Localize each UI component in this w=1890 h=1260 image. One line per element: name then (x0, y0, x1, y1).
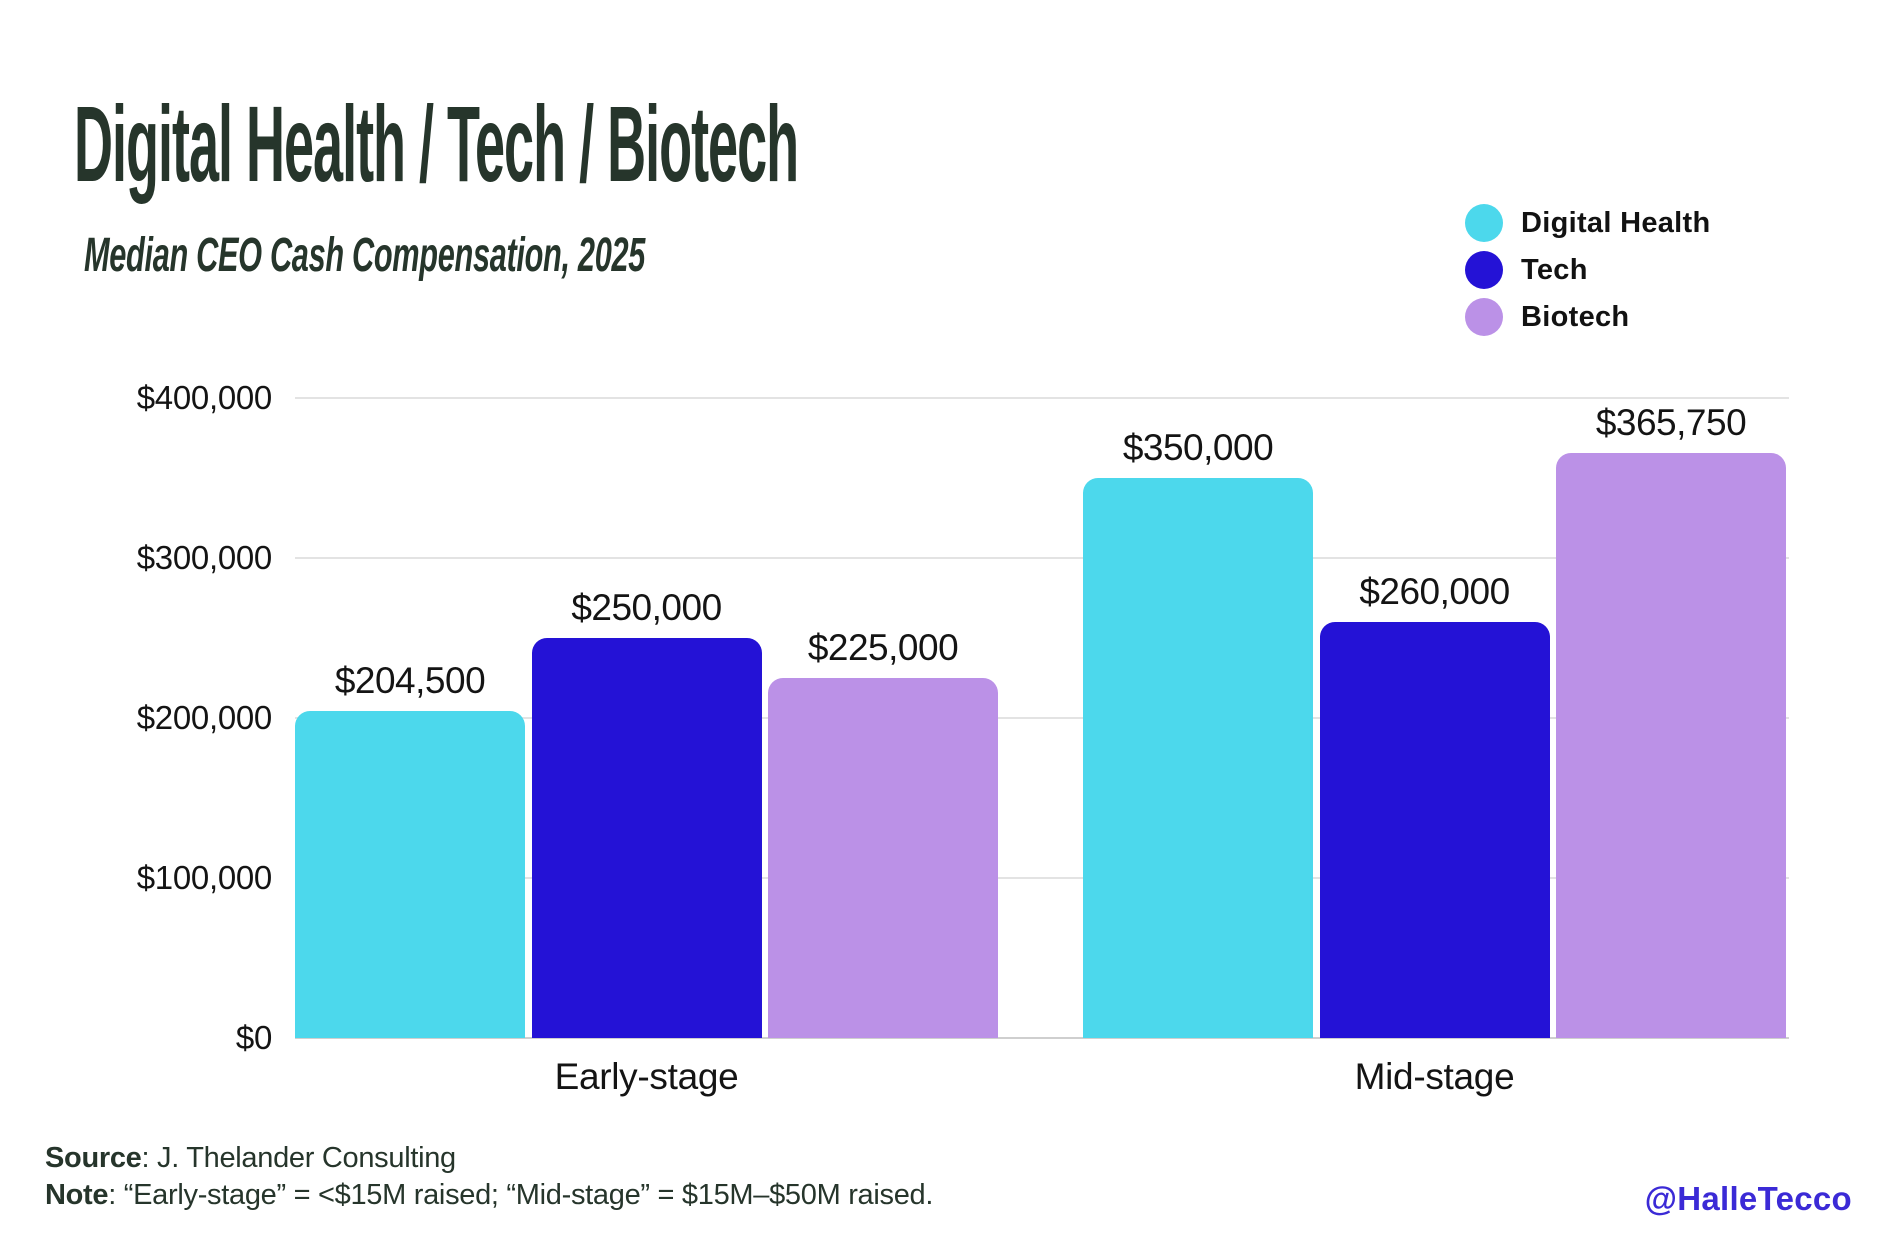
credit-handle: @HalleTecco (1644, 1180, 1852, 1217)
gridline-0 (295, 1037, 1789, 1039)
bar-cell-digital-health-mid-stage: $350,000 (1083, 398, 1313, 1038)
x-axis-label-early-stage: Early-stage (554, 1056, 739, 1097)
bar-label-tech-mid-stage: $260,000 (1359, 571, 1510, 612)
legend-swatch-biotech-icon (1465, 298, 1503, 336)
gridline-300000 (295, 557, 1789, 559)
legend-item-tech: Tech (1465, 251, 1711, 289)
legend-item-digital-health: Digital Health (1465, 204, 1711, 242)
y-tick-300000: $300,000 (136, 539, 273, 576)
y-tick-100000: $100,000 (136, 859, 273, 896)
gridline-200000 (295, 717, 1789, 719)
bar-tech-early-stage (531, 638, 762, 1038)
gridline-100000 (295, 877, 1789, 879)
y-axis: $400,000 $300,000 $200,000 $100,000 $0 (0, 379, 273, 1056)
y-tick-200000: $200,000 (136, 699, 273, 736)
bar-cell-tech-early-stage: $250,000 (531, 398, 762, 1038)
footer-source-line: Source: J. Thelander Consulting (45, 1140, 933, 1177)
footer-source-label: Source (45, 1142, 142, 1174)
bar-biotech-mid-stage (1556, 452, 1786, 1038)
bar-cell-biotech-mid-stage: $365,750 (1556, 398, 1786, 1038)
plot-area: $204,500 $250,000 $225,000 $350,000 $260,000… (295, 397, 1789, 1039)
legend-swatch-tech-icon (1465, 251, 1503, 289)
legend-item-biotech: Biotech (1465, 298, 1711, 336)
bar-label-digital-health-mid-stage: $350,000 (1122, 427, 1274, 468)
footer-source-text: : J. Thelander Consulting (141, 1142, 457, 1174)
footer-note-line: Note: “Early-stage” = <$15M raised; “Mid… (45, 1177, 933, 1214)
bar-cell-biotech-early-stage: $225,000 (768, 398, 998, 1038)
legend-label-digital-health: Digital Health (1521, 206, 1711, 239)
x-axis-label-mid-stage: Mid-stage (1354, 1056, 1515, 1097)
bar-group-early-stage: $204,500 $250,000 $225,000 (295, 398, 998, 1038)
footer-note-text: : “Early-stage” = <$15M raised; “Mid-sta… (108, 1179, 934, 1211)
legend: Digital Health Tech Biotech (1465, 204, 1711, 345)
footer-note-label: Note (45, 1179, 109, 1211)
bar-label-tech-early-stage: $250,000 (571, 587, 722, 628)
gridline-400000 (295, 397, 1789, 399)
legend-swatch-digital-health-icon (1465, 204, 1503, 242)
bar-digital-health-early-stage (295, 710, 525, 1038)
page-subtitle: Median CEO Cash Compensation, 2025 (84, 229, 645, 282)
bar-cell-tech-mid-stage: $260,000 (1319, 398, 1550, 1038)
bar-cell-digital-health-early-stage: $204,500 (295, 398, 525, 1038)
bar-digital-health-mid-stage (1083, 478, 1313, 1038)
bar-label-biotech-early-stage: $225,000 (807, 627, 959, 668)
page-title: Digital Health / Tech / Biotech (74, 83, 799, 204)
bar-group-mid-stage: $350,000 $260,000 $365,750 (1083, 398, 1786, 1038)
legend-label-biotech: Biotech (1521, 300, 1630, 333)
legend-label-tech: Tech (1521, 253, 1588, 286)
bar-biotech-early-stage (768, 678, 998, 1038)
y-tick-400000: $400,000 (136, 379, 273, 416)
footer: Source: J. Thelander Consulting Note: “E… (45, 1140, 933, 1214)
bar-label-biotech-mid-stage: $365,750 (1595, 401, 1747, 443)
bar-tech-mid-stage (1319, 622, 1550, 1038)
y-tick-0: $0 (235, 1019, 272, 1056)
bar-label-digital-health-early-stage: $204,500 (334, 659, 486, 701)
